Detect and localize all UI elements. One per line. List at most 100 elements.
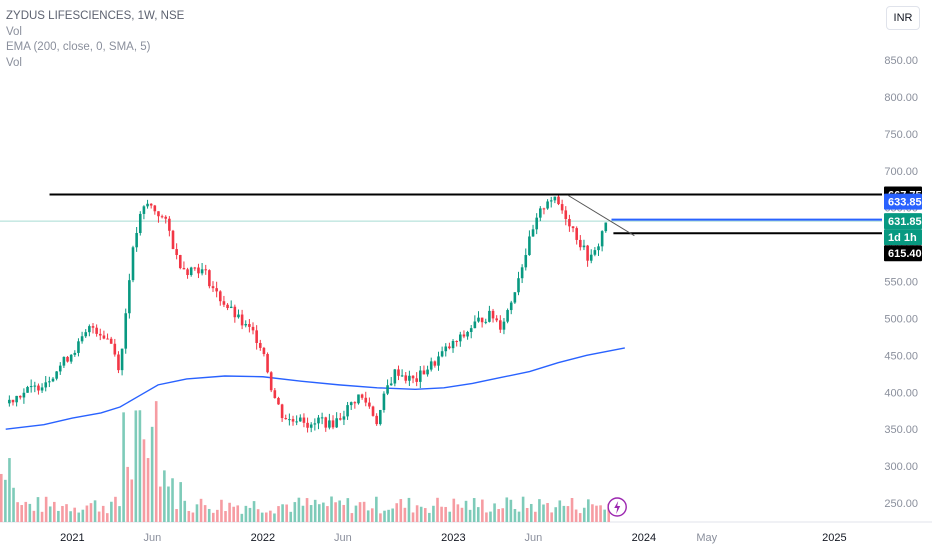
candle-body <box>506 310 509 322</box>
candle-body <box>579 239 582 248</box>
volume-bar <box>395 503 399 522</box>
volume-bar <box>607 503 611 522</box>
candle-body <box>542 208 546 210</box>
volume-bar <box>240 513 244 522</box>
candle-body <box>575 228 578 240</box>
volume-bar <box>342 504 346 522</box>
volume-bar <box>211 512 215 522</box>
volume-bar <box>12 487 15 522</box>
x-tick-label: May <box>696 532 717 544</box>
volume-bar <box>248 507 252 522</box>
candle-body <box>426 369 429 375</box>
volume-bar <box>534 511 537 522</box>
candle-body <box>535 217 538 230</box>
volume-bar <box>77 512 81 522</box>
volume-bar <box>326 506 329 522</box>
candle-body <box>553 196 557 201</box>
volume-bar <box>220 499 223 522</box>
volume-bar <box>529 503 533 522</box>
y-tick-label: 700.00 <box>884 166 918 178</box>
candle-body <box>291 419 295 422</box>
volume-bar <box>460 507 464 522</box>
candle-body <box>277 398 280 405</box>
candle-body <box>429 361 433 370</box>
x-tick-label: 2021 <box>60 532 84 544</box>
candle-body <box>77 341 80 353</box>
currency-button[interactable]: INR <box>886 6 920 30</box>
candle-body <box>459 334 462 342</box>
candle-body <box>193 267 197 269</box>
candle-body <box>375 415 378 425</box>
volume-bar <box>97 511 101 522</box>
candle-body <box>513 292 517 303</box>
candle-body <box>11 399 15 403</box>
legend-volume: Vol <box>6 25 22 38</box>
candle-body <box>335 418 338 428</box>
volume-bar <box>468 509 472 522</box>
candle-body <box>204 269 208 271</box>
candle-body <box>444 346 448 352</box>
volume-bar <box>126 466 129 522</box>
legend-title: ZYDUS LIFESCIENCES, 1W, NSE <box>6 10 185 22</box>
candle-body <box>55 371 58 379</box>
y-tick-label: 750.00 <box>884 129 918 141</box>
volume-bar <box>570 498 574 522</box>
price-label-box <box>884 245 922 262</box>
ema-line <box>5 347 625 430</box>
volume-bar <box>444 506 447 522</box>
volume-bar <box>8 458 11 522</box>
price-label-box <box>884 193 922 210</box>
candle-body <box>215 288 218 292</box>
candle-body <box>15 395 18 403</box>
candle-body <box>357 394 360 404</box>
candle-body <box>244 324 248 326</box>
x-tick-label: Jun <box>525 532 543 544</box>
volume-bar <box>432 505 435 522</box>
x-tick-label: 2023 <box>441 532 465 544</box>
volume-bar <box>183 500 187 522</box>
candle-body <box>273 390 277 399</box>
volume-bar <box>379 513 382 522</box>
volume-bar <box>440 506 443 522</box>
volume-bar <box>481 499 484 522</box>
candle-body <box>408 375 411 381</box>
candle-body <box>455 341 458 343</box>
candle-body <box>600 231 604 247</box>
volume-bar <box>207 508 211 522</box>
volume-bar <box>289 511 293 522</box>
volume-bar <box>187 510 191 522</box>
candle-body <box>248 324 251 327</box>
candle-body <box>440 351 444 357</box>
volume-bar <box>489 511 492 522</box>
candle-body <box>186 269 189 276</box>
candle-body <box>222 301 226 305</box>
candle-body <box>480 317 484 323</box>
candle-body <box>131 247 135 281</box>
candle-body <box>102 335 106 339</box>
volume-bar <box>436 497 439 522</box>
volume-bar <box>89 503 93 522</box>
candle-body <box>462 334 466 337</box>
candle-body <box>491 310 495 319</box>
volume-bar <box>44 496 48 522</box>
candle-body <box>379 409 382 425</box>
volume-bar <box>505 497 509 522</box>
candle-body <box>295 421 298 423</box>
volume-bar <box>175 509 178 522</box>
candle-body <box>73 352 77 355</box>
volume-bar <box>273 513 276 522</box>
candle-body <box>157 211 160 217</box>
candle-body <box>320 417 324 419</box>
volume-bar <box>387 509 390 522</box>
candle-body <box>175 249 178 255</box>
candle-body <box>146 203 149 207</box>
volume-bar <box>93 500 97 522</box>
candle-body <box>189 267 193 276</box>
candle-body <box>422 370 426 375</box>
candle-body <box>582 245 586 248</box>
volume-bar <box>428 512 431 522</box>
volume-bar <box>407 497 411 522</box>
volume-bar <box>513 509 517 522</box>
candle-body <box>237 314 240 318</box>
